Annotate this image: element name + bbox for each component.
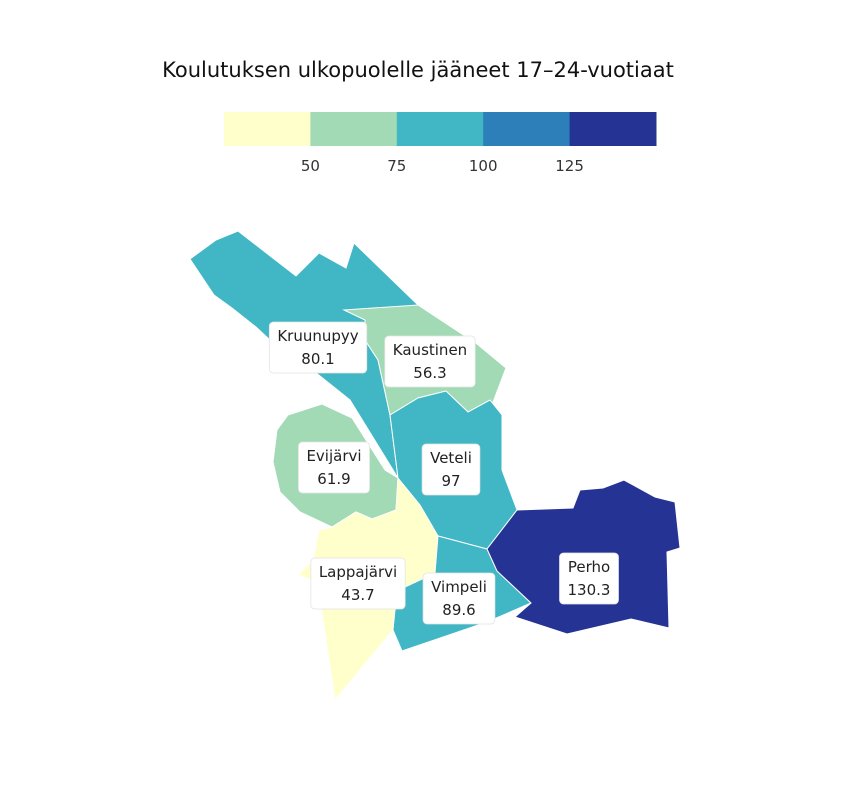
region-name: Perho xyxy=(568,558,610,576)
region-labels: Kruunupyy 80.1 Kaustinen 56.3 Evijärvi 61.9 Ve… xyxy=(268,321,619,625)
region-label-vimpeli: Vimpeli 89.6 xyxy=(422,572,496,625)
region-name: Lappajärvi xyxy=(319,563,397,581)
region-label-box xyxy=(310,557,406,610)
region-label-evijarvi: Evijärvi 61.9 xyxy=(298,441,370,494)
region-name: Kruunupyy xyxy=(277,327,358,345)
region-value: 89.6 xyxy=(442,601,475,619)
legend-tick-label: 125 xyxy=(555,157,584,175)
region-name: Evijärvi xyxy=(306,447,361,465)
legend-tick-label: 75 xyxy=(387,157,406,175)
legend-swatch xyxy=(569,112,657,146)
color-legend: 50 75 100 125 xyxy=(224,112,657,175)
legend-swatch xyxy=(396,112,484,146)
region-label-kruunupyy: Kruunupyy 80.1 xyxy=(268,321,368,374)
region-label-box xyxy=(384,335,476,388)
legend-swatch xyxy=(224,112,311,146)
region-label-box xyxy=(298,441,370,494)
region-value: 130.3 xyxy=(568,581,611,599)
region-label-box xyxy=(422,572,496,625)
region-label-veteli: Veteli 97 xyxy=(421,443,481,496)
region-label-perho: Perho 130.3 xyxy=(559,552,619,605)
region-value: 61.9 xyxy=(317,470,350,488)
region-value: 97 xyxy=(441,472,460,490)
region-name: Vimpeli xyxy=(431,578,487,596)
region-label-box xyxy=(421,443,481,496)
legend-tick-label: 100 xyxy=(469,157,498,175)
region-label-kaustinen: Kaustinen 56.3 xyxy=(384,335,476,388)
region-label-box xyxy=(268,321,368,374)
legend-tick-label: 50 xyxy=(301,157,320,175)
region-value: 43.7 xyxy=(341,586,374,604)
region-name: Kaustinen xyxy=(393,341,467,359)
region-value: 80.1 xyxy=(301,350,334,368)
region-value: 56.3 xyxy=(413,364,446,382)
chart-title: Koulutuksen ulkopuolelle jääneet 17–24-v… xyxy=(162,58,674,82)
legend-swatch xyxy=(310,112,398,146)
region-name: Veteli xyxy=(430,449,472,467)
region-label-box xyxy=(559,552,619,605)
legend-swatch xyxy=(483,112,571,146)
region-label-lappajarvi: Lappajärvi 43.7 xyxy=(310,557,406,610)
